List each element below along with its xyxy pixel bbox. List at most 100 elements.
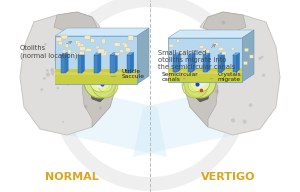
Polygon shape [242,30,254,82]
FancyBboxPatch shape [55,69,137,84]
Polygon shape [207,53,210,72]
FancyBboxPatch shape [62,50,66,53]
FancyBboxPatch shape [114,43,120,46]
FancyBboxPatch shape [58,41,62,45]
FancyBboxPatch shape [188,55,192,72]
Circle shape [215,89,219,94]
Circle shape [94,76,106,88]
Circle shape [62,121,64,123]
Circle shape [88,87,91,91]
Circle shape [87,50,90,53]
FancyBboxPatch shape [218,47,224,50]
Circle shape [87,70,88,72]
FancyBboxPatch shape [65,43,68,47]
FancyBboxPatch shape [85,48,91,51]
FancyBboxPatch shape [78,55,82,73]
FancyBboxPatch shape [55,36,137,84]
Polygon shape [54,12,97,35]
Polygon shape [237,53,240,72]
Circle shape [249,34,252,37]
Circle shape [198,59,200,60]
Circle shape [51,73,54,76]
Polygon shape [98,52,101,73]
Circle shape [40,88,43,91]
FancyBboxPatch shape [206,50,210,53]
Circle shape [83,65,87,69]
FancyBboxPatch shape [96,46,99,49]
FancyBboxPatch shape [79,51,85,55]
FancyBboxPatch shape [218,55,222,72]
Polygon shape [110,52,117,55]
Polygon shape [97,65,117,95]
Circle shape [84,105,88,108]
Circle shape [84,66,116,98]
Text: NORMAL: NORMAL [45,172,99,182]
FancyBboxPatch shape [61,36,67,38]
Circle shape [90,72,110,92]
Circle shape [227,35,230,37]
Circle shape [103,49,104,51]
Text: Utricle
Saccule: Utricle Saccule [111,69,145,79]
FancyBboxPatch shape [169,44,174,47]
Circle shape [212,54,220,60]
Circle shape [225,78,229,82]
FancyBboxPatch shape [127,55,131,73]
FancyBboxPatch shape [168,68,242,82]
Circle shape [66,82,70,86]
Circle shape [231,118,235,122]
FancyBboxPatch shape [168,38,242,82]
Circle shape [261,56,264,58]
FancyBboxPatch shape [232,55,237,72]
Text: Semicircular
canals: Semicircular canals [162,72,199,82]
FancyBboxPatch shape [203,55,207,72]
Polygon shape [192,53,195,72]
Polygon shape [203,12,246,35]
FancyBboxPatch shape [126,48,130,52]
Circle shape [80,82,83,84]
FancyBboxPatch shape [177,39,179,42]
FancyBboxPatch shape [128,36,133,40]
Circle shape [184,66,216,98]
Circle shape [247,47,249,50]
Circle shape [196,66,199,68]
Circle shape [203,43,206,46]
FancyBboxPatch shape [122,43,126,45]
Polygon shape [65,52,68,73]
Polygon shape [193,85,210,102]
Polygon shape [94,52,101,55]
FancyBboxPatch shape [222,51,226,55]
Circle shape [80,36,85,40]
FancyBboxPatch shape [61,35,67,39]
Polygon shape [188,53,195,55]
Circle shape [99,107,102,110]
Polygon shape [82,52,85,73]
Circle shape [190,72,210,92]
Polygon shape [20,12,117,135]
Circle shape [50,68,54,71]
Circle shape [51,70,55,74]
Polygon shape [203,53,210,55]
Circle shape [44,43,47,46]
Text: VERTIGO: VERTIGO [201,172,255,182]
FancyBboxPatch shape [98,49,104,53]
FancyBboxPatch shape [94,55,98,73]
FancyBboxPatch shape [199,46,203,48]
Polygon shape [131,52,134,73]
Polygon shape [67,92,167,157]
FancyBboxPatch shape [110,55,114,73]
Circle shape [221,21,225,25]
Circle shape [194,89,196,92]
Circle shape [56,87,59,89]
FancyBboxPatch shape [56,38,62,42]
Circle shape [63,44,67,48]
Circle shape [223,76,226,79]
Circle shape [84,77,88,81]
Circle shape [46,69,49,72]
Circle shape [92,72,118,98]
Polygon shape [183,12,280,135]
FancyBboxPatch shape [115,52,119,55]
Circle shape [259,57,262,60]
Circle shape [194,76,206,88]
Polygon shape [177,53,180,72]
FancyBboxPatch shape [250,55,253,58]
